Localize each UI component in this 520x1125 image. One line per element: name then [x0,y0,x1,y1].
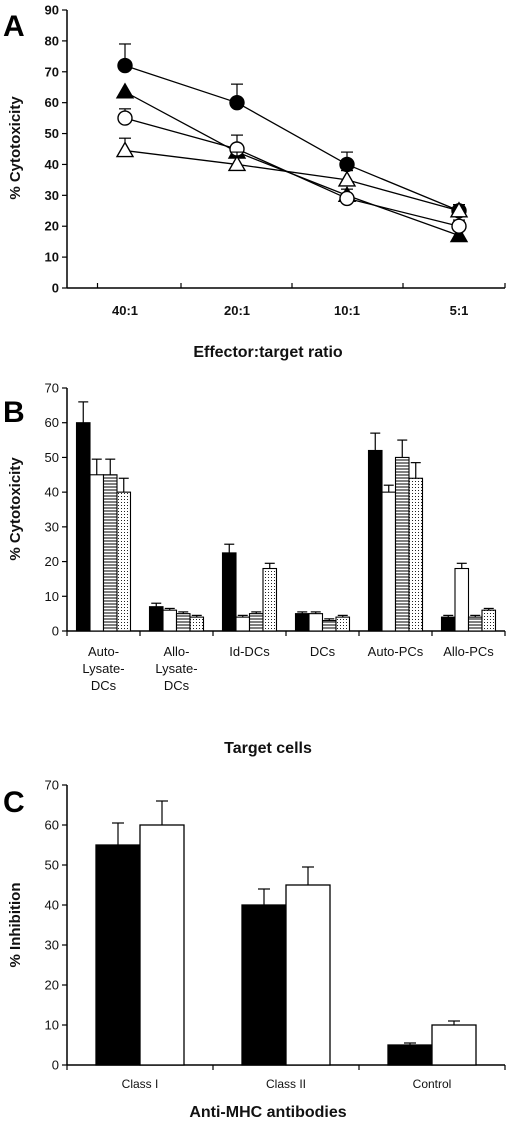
chart-a-y-tick-label: 10 [45,250,59,265]
chart-b-bar [440,616,456,632]
chart-b-x-label: Target cells [224,740,312,757]
chart-b-x-tick-label: Allo-PCs [443,644,494,659]
chart-a-x-tick-label: 40:1 [112,303,138,318]
chart-b-bar [481,609,497,632]
chart-a-x-tick-label: 10:1 [334,303,360,318]
chart-b-x-tick-label: DCs [310,644,336,659]
chart-c: 0 10 20 30 40 50 60 70 Class I Class II Control [45,778,506,1091]
panel-label-b: B [3,396,25,429]
chart-b-bar [408,477,424,632]
chart-a-y-tick-label: 50 [45,126,59,141]
chart-a-y-tick-label: 60 [45,95,59,110]
chart-a-y-tick-label: 70 [45,64,59,79]
chart-c-x-tick-label: Control [413,1077,452,1091]
chart-c-x-label: Anti-MHC antibodies [189,1104,346,1121]
chart-b-x-tick-label: Id-DCs [229,644,270,659]
chart-b-bar [235,616,251,632]
chart-b-bar [116,491,132,632]
chart-a-series-line [124,149,460,212]
chart-c-x-tick-label: Class I [122,1077,159,1091]
chart-a-point-circle [451,218,467,234]
chart-a-series-line [124,117,460,227]
chart-b-bar [148,606,164,632]
chart-a-point-circle [229,94,245,111]
chart-c-bar [95,844,141,1066]
chart-b-y-label: % Cytotoxicity [7,457,24,561]
chart-b-x-tick-label: Allo-Lysate-DCs [155,644,197,693]
chart-b-y-tick-label: 50 [45,450,59,465]
chart-b-y-tick-label: 20 [45,554,59,569]
chart-a-y-tick-label: 40 [45,157,59,172]
chart-b-bar [189,616,205,632]
chart-c-bar [431,1024,477,1066]
chart-c-y-tick-label: 30 [45,938,59,953]
chart-a-point-triangle [115,141,135,158]
chart-a-point-triangle [227,155,247,172]
chart-c-y-tick-label: 40 [45,898,59,913]
chart-b-y-tick-label: 40 [45,485,59,500]
chart-b-bar [367,449,383,632]
panel-label-a: A [3,10,25,43]
chart-b-bar [162,609,178,632]
chart-b-bar [394,456,410,632]
chart-b-bar [248,613,264,632]
chart-b-bar [294,613,310,632]
chart-a-y-tick-label: 0 [52,281,59,296]
chart-b-bar [175,613,191,632]
chart-b-bar [321,620,337,632]
chart-c-bar [139,824,185,1066]
chart-b-y-tick-label: 70 [45,381,59,396]
chart-a: 0 10 20 30 40 50 60 70 80 90 40:1 20:1 10:1 5:1 [45,3,506,318]
chart-a-y-label: % Cytotoxicity [7,96,24,200]
chart-a-x-tick-label: 20:1 [224,303,250,318]
chart-b-bar [467,616,483,632]
chart-c-x-tick-label: Class II [266,1077,306,1091]
chart-b-x-tick-label: Auto-PCs [368,644,424,659]
chart-a-y-tick-label: 30 [45,188,59,203]
chart-b-y-tick-label: 0 [52,624,59,639]
chart-b-y-tick-label: 30 [45,519,59,534]
chart-c-y-label: % Inhibition [7,883,24,968]
panel-label-c: C [3,786,25,819]
chart-c-y-tick-label: 50 [45,858,59,873]
chart-b-bar [89,474,105,632]
chart-a-x-tick-label: 5:1 [450,303,469,318]
chart-c-bar [285,884,331,1066]
chart-a-y-tick-label: 90 [45,3,59,18]
chart-a-point-circle [117,110,133,126]
chart-b-bar [308,613,324,632]
chart-b-bar [454,567,470,632]
chart-b-bar [75,422,91,632]
chart-b-x-tick-label: Auto-Lysate-DCs [82,644,124,693]
chart-b-bar [221,552,237,632]
chart-b: 0 10 20 30 40 50 60 70 Auto-Lysate-DCs Allo-Lysat… [45,381,506,693]
chart-b-y-tick-label: 10 [45,589,59,604]
chart-a-y-tick-label: 80 [45,33,59,48]
chart-c-y-tick-label: 20 [45,978,59,993]
chart-c-y-tick-label: 70 [45,778,59,793]
chart-c-y-tick-label: 0 [52,1058,59,1073]
chart-c-bar [387,1044,433,1066]
chart-b-bar [262,567,278,632]
chart-a-point-circle [339,190,355,207]
chart-a-x-label: Effector:target ratio [193,344,343,361]
chart-a-point-triangle [115,82,135,99]
chart-b-bar [381,491,397,632]
chart-b-bar [102,474,118,632]
chart-a-point-triangle [449,226,469,243]
chart-a-series-line [124,64,460,212]
chart-b-y-tick-label: 60 [45,415,59,430]
chart-a-point-triangle [337,170,357,187]
chart-a-point-circle [117,57,133,74]
chart-c-y-tick-label: 60 [45,818,59,833]
chart-c-y-tick-label: 10 [45,1018,59,1033]
chart-a-y-tick-label: 20 [45,219,59,234]
chart-a-point-triangle [449,201,469,218]
chart-c-bar [241,904,287,1066]
chart-b-bar [335,616,351,632]
chart-a-point-circle [339,156,355,173]
